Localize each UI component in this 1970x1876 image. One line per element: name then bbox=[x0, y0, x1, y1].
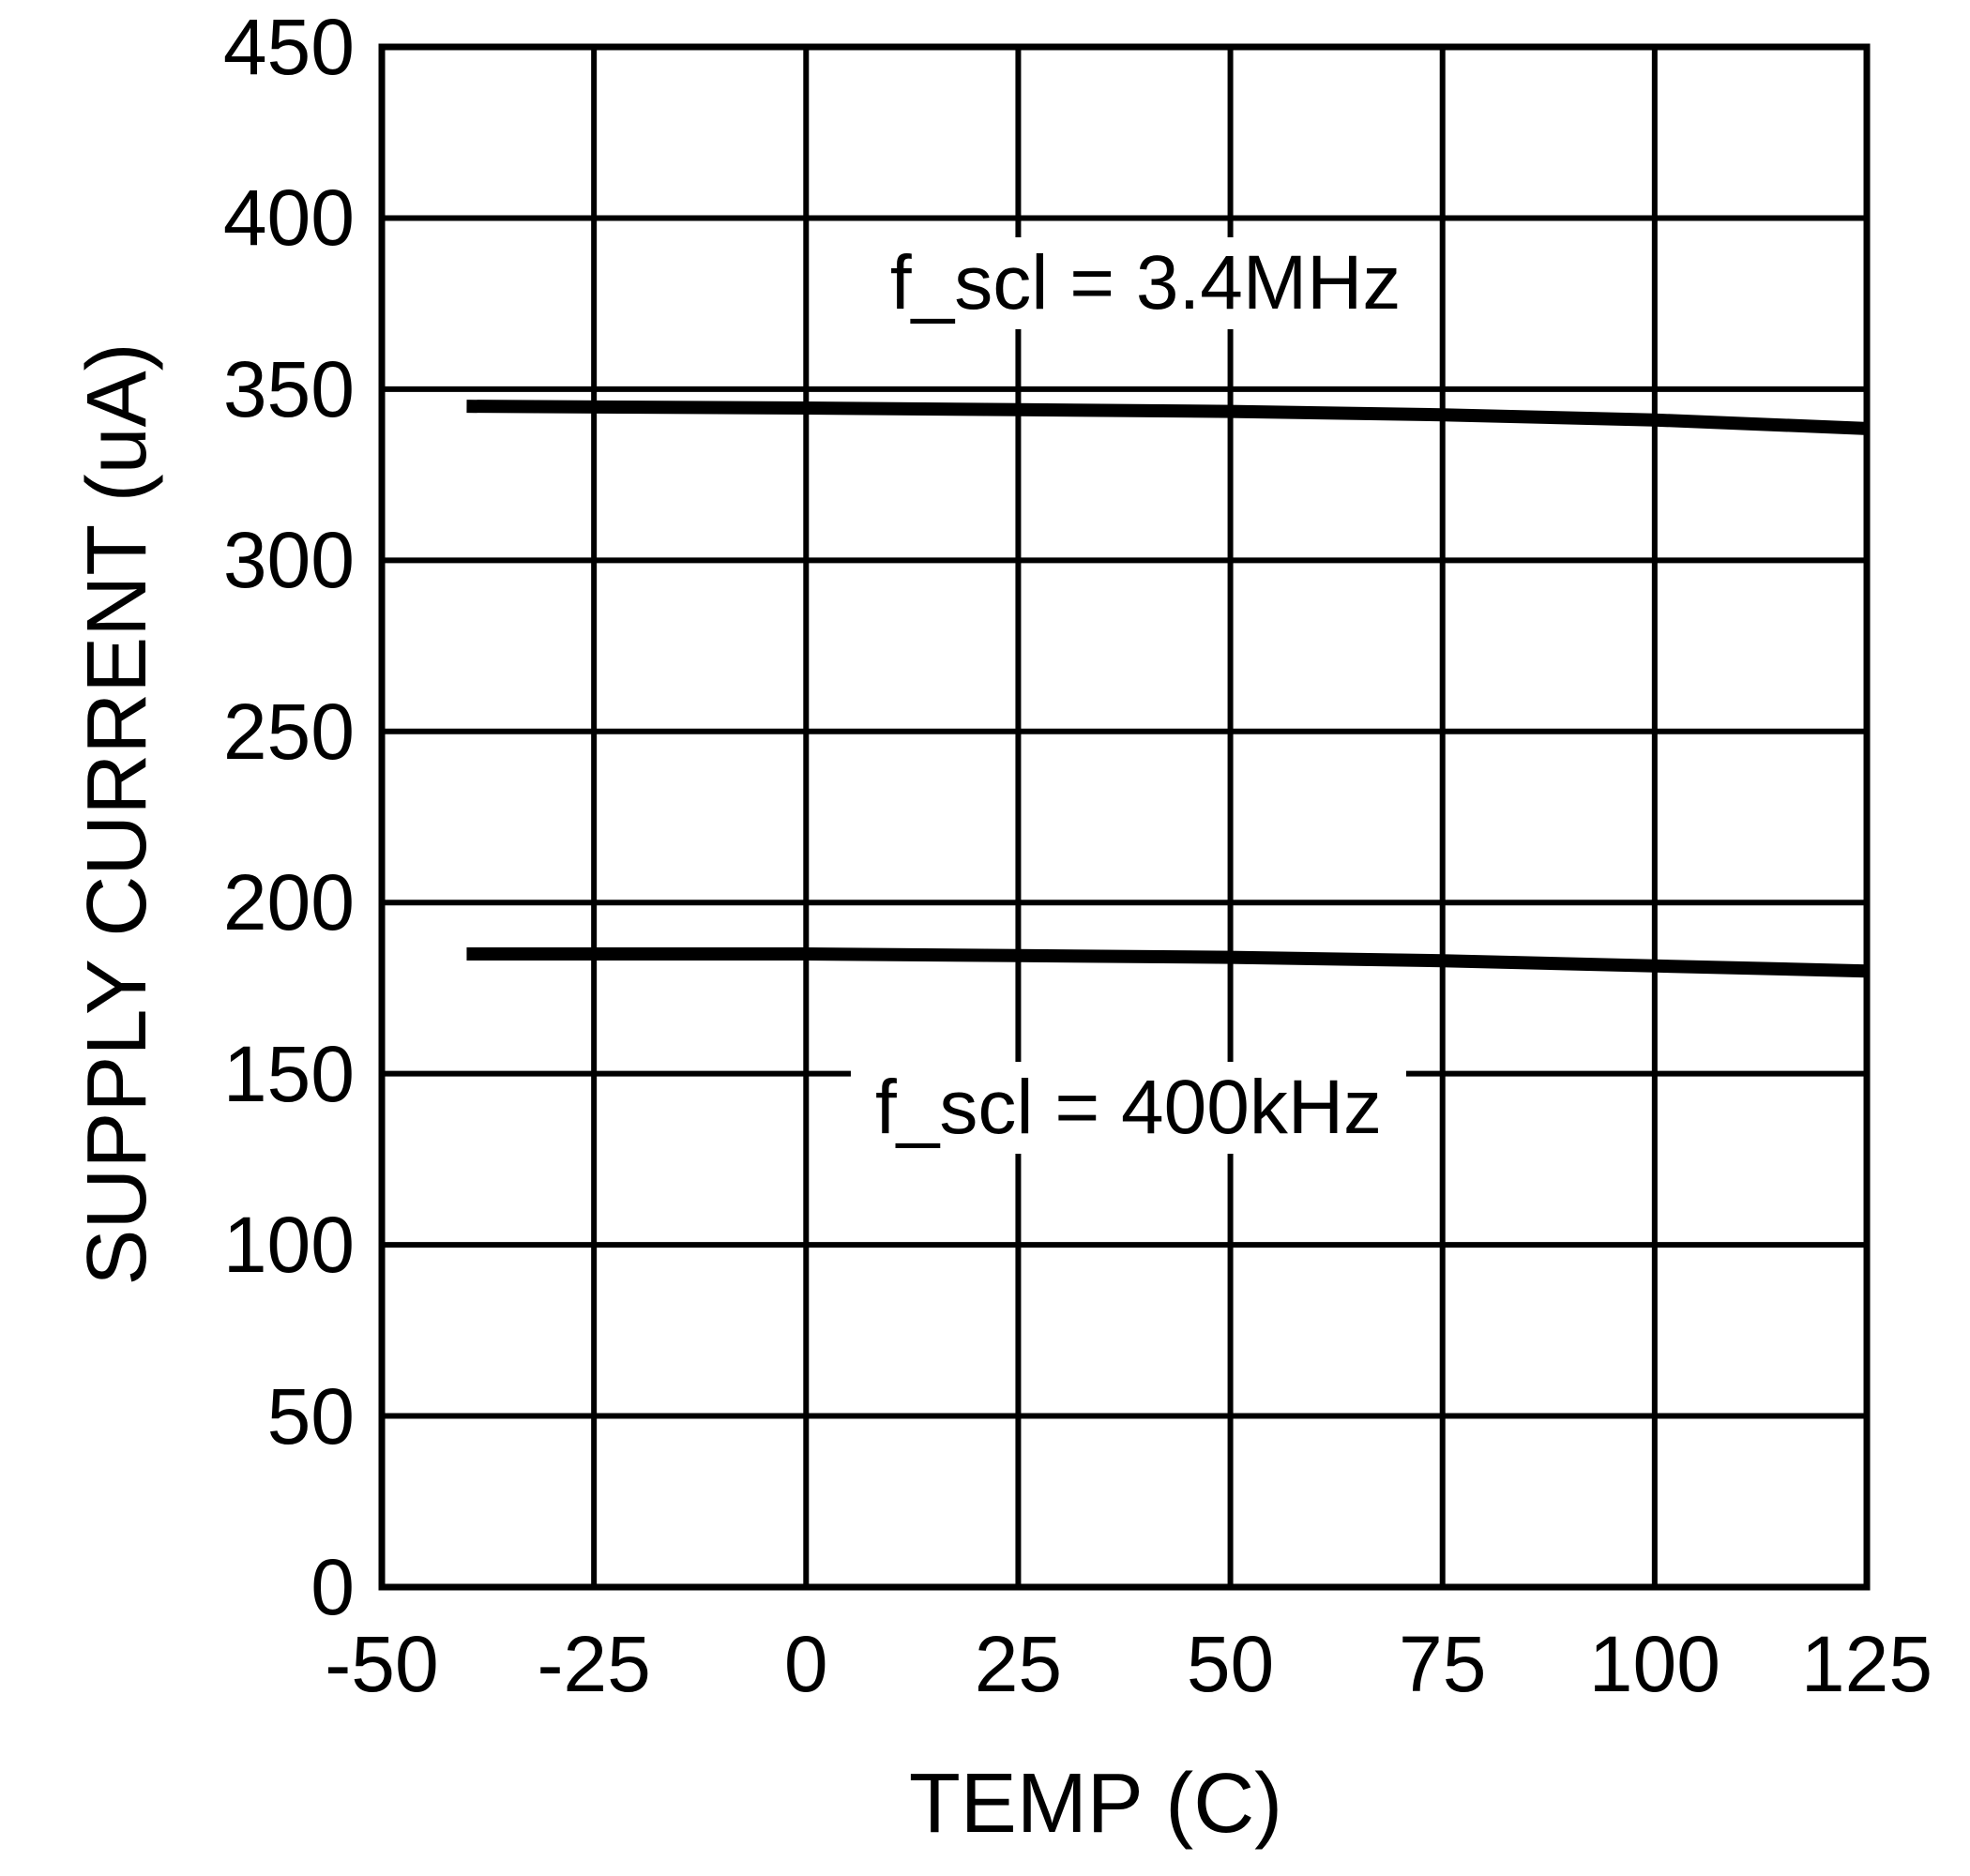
series-annotation-label: f_scl = 400kHz bbox=[850, 1062, 1407, 1155]
y-tick-label: 400 bbox=[222, 174, 355, 263]
y-tick-label: 350 bbox=[222, 344, 355, 433]
x-tick-label: 25 bbox=[974, 1620, 1063, 1708]
x-tick-label: 0 bbox=[783, 1620, 828, 1708]
y-tick-label: 450 bbox=[222, 3, 355, 91]
y-tick-label: 50 bbox=[266, 1371, 355, 1460]
y-axis-title: SUPPLY CURRENT (uA) bbox=[70, 342, 164, 1286]
y-tick-label: 250 bbox=[222, 687, 355, 776]
x-tick-label: 125 bbox=[1800, 1620, 1933, 1708]
y-tick-label: 200 bbox=[222, 858, 355, 947]
series-line bbox=[466, 946, 1868, 978]
x-tick-label: 100 bbox=[1588, 1620, 1720, 1708]
x-tick-label: -25 bbox=[537, 1620, 651, 1708]
x-tick-label: 50 bbox=[1186, 1620, 1275, 1708]
y-tick-label: 0 bbox=[311, 1543, 355, 1631]
x-tick-label: -50 bbox=[325, 1620, 439, 1708]
x-tick-label: 75 bbox=[1398, 1620, 1487, 1708]
x-axis-title: TEMP (C) bbox=[908, 1757, 1283, 1851]
data-series-lines bbox=[466, 400, 1868, 978]
y-tick-label: 150 bbox=[222, 1029, 355, 1118]
plot-border bbox=[378, 43, 1871, 1591]
y-tick-label: 100 bbox=[222, 1201, 355, 1290]
y-tick-label: 300 bbox=[222, 516, 355, 605]
series-annotation-label: f_scl = 3.4MHz bbox=[865, 236, 1426, 329]
series-line bbox=[466, 400, 1868, 435]
